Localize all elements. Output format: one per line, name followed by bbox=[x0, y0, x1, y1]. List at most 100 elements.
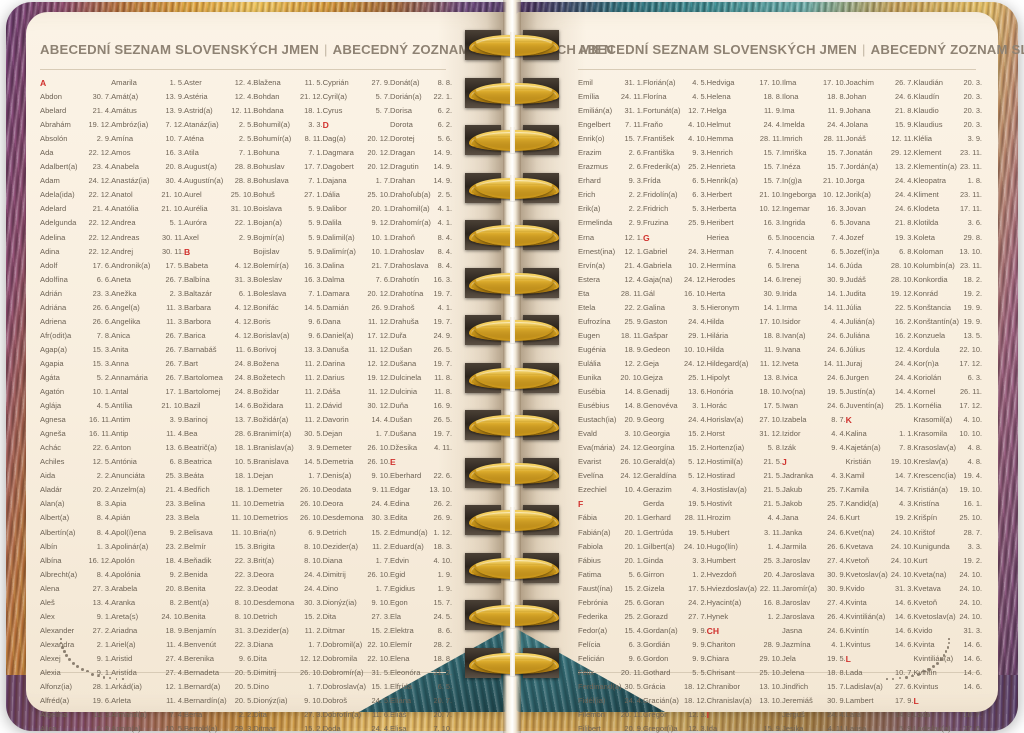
letter-label: J bbox=[781, 457, 787, 468]
entry-date: 4. 10. bbox=[433, 555, 453, 565]
entry-name: Jana bbox=[781, 513, 799, 523]
name-entry-row: Hrozim 4. 4. bbox=[707, 511, 782, 525]
name-entry-row: Angel(a) 11. 3. bbox=[111, 301, 184, 315]
name-entry-row: Gerda 19. 5. bbox=[643, 497, 707, 511]
entry-date: 14. 6. bbox=[963, 667, 983, 677]
entry-date: 10. 4. bbox=[624, 485, 643, 495]
name-entry-row: Felícia 6. 3. bbox=[578, 638, 643, 652]
name-entry-row: Juraj 24. 4. bbox=[846, 357, 914, 371]
name-entry-row: Chranibor 13. 10. bbox=[707, 680, 782, 694]
entry-name: Diana bbox=[253, 639, 274, 649]
entry-date: 11. 12. bbox=[759, 358, 782, 368]
entry-name: Drahoň bbox=[390, 232, 415, 242]
entry-date: 1. 7. bbox=[375, 429, 391, 439]
name-entry-row: Fabián(a) 20. 1. bbox=[578, 526, 643, 540]
name-entry-row: Bohumír(a) 8. 11. bbox=[253, 132, 322, 146]
entry-date: 4. 12. bbox=[234, 330, 254, 340]
name-entry-row: Elisa 7. 10. bbox=[390, 722, 452, 733]
entry-name: Detrich bbox=[322, 527, 347, 537]
entry-name: Krasomil(a) bbox=[913, 415, 953, 425]
entry-date: 5. 8. bbox=[767, 443, 782, 453]
entry-name: Cyprián bbox=[322, 78, 349, 87]
entry-date: 24. 6. bbox=[827, 330, 846, 340]
entry-date: 17. 6. bbox=[92, 260, 112, 270]
entry-name: Božidara bbox=[253, 401, 284, 411]
flourish-dot bbox=[948, 638, 950, 640]
entry-name: Barbora bbox=[184, 316, 212, 326]
entry-date: 25. 10. bbox=[367, 190, 391, 200]
name-entry-row: Egidius 1. 9. bbox=[390, 582, 452, 596]
entry-name: Gejza bbox=[642, 372, 663, 382]
entry-date: 26. 5. bbox=[433, 415, 453, 425]
name-entry-row: Amát(a) 13. 9. bbox=[111, 90, 184, 104]
name-entry-row: Hynek 1. 2. bbox=[707, 610, 782, 624]
entry-name: Alexej bbox=[40, 653, 61, 663]
name-entry-row: Antal 17. 1. bbox=[111, 385, 184, 399]
entry-date: 12. 3. bbox=[688, 710, 707, 720]
entry-name: Adina bbox=[40, 246, 60, 256]
entry-name: Eliáš bbox=[390, 710, 407, 720]
name-entry-row: Júda 28. 10. bbox=[846, 259, 914, 273]
name-entry-row: Deodata 9. 11. bbox=[323, 483, 390, 497]
entry-name: Krasomila bbox=[913, 429, 948, 439]
entry-date: 1. 9. bbox=[437, 583, 453, 593]
entry-date: 12. 4. bbox=[894, 344, 914, 354]
name-entry-row: Jelena 18. 8. bbox=[782, 666, 846, 680]
entry-name: Izidor bbox=[781, 429, 801, 439]
entry-date: 28. 8. bbox=[234, 162, 254, 172]
name-entry-row: Bojmír(a) 5. 9. bbox=[253, 231, 322, 245]
name-entry-row: Antip 11. 4. bbox=[111, 427, 184, 441]
entry-date: 14. 9. bbox=[433, 176, 453, 186]
entry-name: Axel bbox=[184, 232, 199, 242]
entry-name: Fábia bbox=[578, 513, 597, 523]
entry-date: 4. 10. bbox=[688, 120, 707, 130]
entry-name: Gabriela bbox=[642, 260, 672, 270]
entry-date: 11. 8. bbox=[434, 372, 453, 382]
entry-name: Bedřich bbox=[184, 485, 210, 495]
name-entry-row: Baltazár 6. 1. bbox=[184, 287, 253, 301]
entry-date: 11. 6. bbox=[372, 710, 391, 720]
entry-date: 16. 3. bbox=[304, 274, 323, 284]
name-column: Hedviga 17. 10. Helena 18. 8. Helga 11. 9. Hel… bbox=[707, 76, 782, 733]
entry-date: 8. 4. bbox=[437, 232, 453, 242]
alphabet-letter-heading: B bbox=[184, 245, 253, 259]
entry-date: 26. 9. bbox=[433, 513, 453, 523]
entry-date: 21. 2. bbox=[433, 667, 453, 677]
entry-date: 9. 11. bbox=[372, 485, 391, 495]
name-entry-row: Juliána 16. 2. bbox=[846, 329, 914, 343]
name-entry-row: Atanáz(ia) 2. 5. bbox=[184, 118, 253, 132]
name-entry-row: Dorisa 6. 2. bbox=[390, 104, 452, 118]
entry-name: Adalbert(a) bbox=[40, 162, 78, 172]
entry-name: Angelika bbox=[111, 316, 141, 326]
entry-name: Evarist bbox=[578, 457, 602, 467]
entry-date: 13. 3. bbox=[304, 344, 323, 354]
entry-name: Dalimil(a) bbox=[322, 232, 355, 242]
entry-name: Fortunát(a) bbox=[642, 106, 681, 116]
entry-date: 28. 10. bbox=[890, 260, 914, 270]
entry-date: 20. 10. bbox=[620, 372, 643, 382]
name-entry-row: Fruzina 25. 9. bbox=[643, 216, 707, 230]
entry-date: 9. 6. bbox=[308, 330, 323, 340]
entry-name: Anatólia bbox=[111, 204, 139, 214]
name-entry-row: Kvinta 14. 6. bbox=[846, 596, 914, 610]
entry-date: 4. 12. bbox=[234, 316, 254, 326]
entry-name: Aglája bbox=[40, 401, 62, 411]
entry-date: 16. 3. bbox=[827, 204, 846, 214]
entry-name: Helga bbox=[706, 106, 727, 116]
entry-name: Dulcinela bbox=[390, 372, 422, 382]
entry-name: Abrahám bbox=[40, 120, 71, 130]
name-entry-row: Dejan 1. 7. bbox=[253, 469, 322, 483]
entry-date: 25. 1. bbox=[894, 401, 914, 411]
entry-name: Damián bbox=[322, 302, 349, 312]
entry-date: 26. 10. bbox=[620, 457, 643, 467]
entry-date: 16. 3. bbox=[433, 274, 453, 284]
entry-name: Drahoš bbox=[390, 302, 415, 312]
entry-name: Atanáz(ia) bbox=[184, 120, 219, 130]
name-entry-row: Benjamín 31. 3. bbox=[184, 624, 253, 638]
name-entry-row: Beňadik 22. 3. bbox=[184, 554, 253, 568]
entry-date: 21. 4. bbox=[92, 106, 112, 116]
entry-name: Kvintín bbox=[845, 625, 869, 635]
entry-name: Hyacint(a) bbox=[706, 597, 742, 607]
name-entry-row: Bohdan 21. 12. bbox=[253, 90, 322, 104]
entry-name: Chranibor bbox=[706, 682, 741, 692]
